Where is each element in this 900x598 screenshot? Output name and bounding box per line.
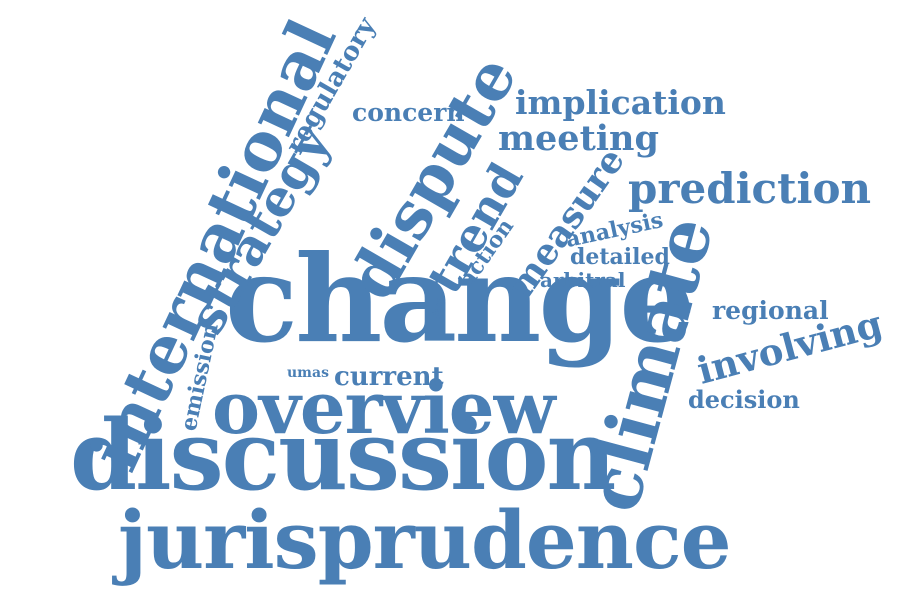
word-change: change (225, 229, 696, 370)
word-decision: decision (688, 385, 800, 414)
word-jurisprudence: jurisprudence (118, 493, 732, 587)
word-umas: umas (287, 365, 329, 381)
word-detailed: detailed (570, 244, 670, 270)
word-overview: overview (212, 365, 556, 450)
word-current: current (334, 362, 444, 392)
word-prediction: prediction (628, 164, 872, 213)
word-regional: regional (712, 296, 829, 325)
word-concern: concern (352, 98, 465, 127)
word-implication: implication (515, 83, 726, 122)
word-discussion: discussion (70, 399, 616, 512)
word-faq: faq (429, 297, 446, 320)
word-meeting: meeting (498, 118, 659, 159)
word-arbitral: arbitral (540, 268, 626, 292)
